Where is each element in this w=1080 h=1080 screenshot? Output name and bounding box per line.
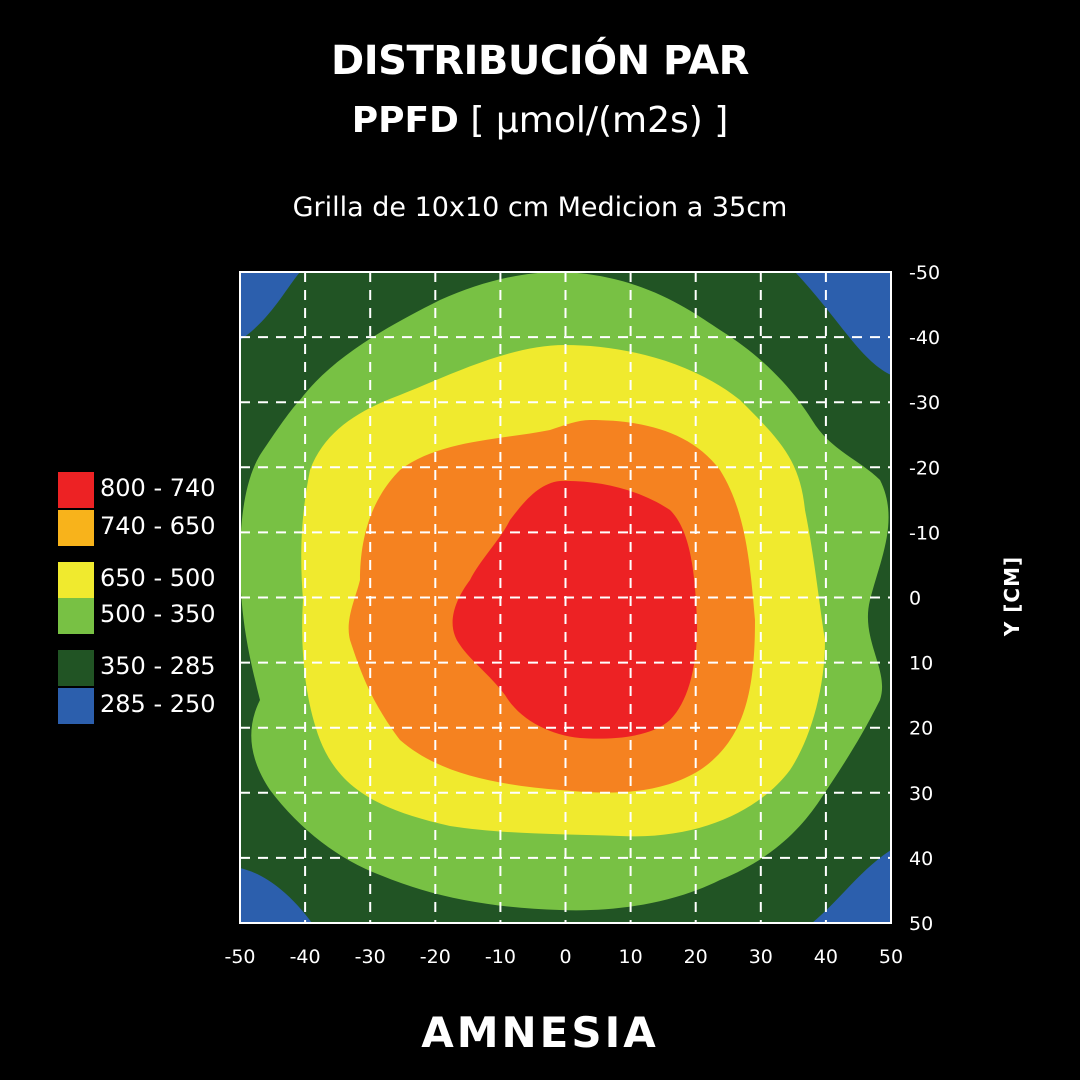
y-tick-label: -10 <box>909 522 940 544</box>
y-tick-label: 50 <box>909 913 933 935</box>
y-tick-label: 30 <box>909 783 933 805</box>
grid-lines <box>240 272 891 923</box>
y-tick-label: 0 <box>909 588 921 610</box>
legend-label: 740 - 650 <box>100 512 216 540</box>
chart-subtitle: Grilla de 10x10 cm Medicion a 35cm <box>292 192 788 223</box>
legend-label: 500 - 350 <box>100 600 216 628</box>
y-axis-ticks: -50 -40 -30 -20 -10 0 10 20 30 40 50 <box>909 262 940 935</box>
chart-title: DISTRIBUCIÓN PAR <box>331 38 749 84</box>
y-tick-label: -50 <box>909 262 940 284</box>
legend-swatch <box>58 688 94 724</box>
y-axis-label: Y [CM] <box>1000 555 1024 637</box>
plot-frame <box>239 271 892 924</box>
y-tick-label: -30 <box>909 392 940 414</box>
legend-item-740-650: 740 - 650 <box>58 510 258 546</box>
heatmap-chart: -50 -40 -30 -20 -10 0 10 20 30 40 50 -50-40-30-20-… <box>224 262 940 968</box>
legend-swatch <box>58 510 94 546</box>
x-tick-label: 10 <box>619 946 643 968</box>
legend-item-800-740: 800 - 740 <box>58 472 258 508</box>
brand-logo: AMNESIA <box>421 1008 659 1057</box>
x-tick-label: -30 <box>355 946 386 968</box>
legend-item-650-500: 650 - 500 <box>58 562 258 598</box>
legend-swatch <box>58 598 94 634</box>
legend-item-500-350: 500 - 350 <box>58 598 258 634</box>
chart-title-line2: PPFD [ µmol/(m2s) ] <box>0 100 1080 141</box>
legend-label: 350 - 285 <box>100 652 216 680</box>
level-red <box>452 480 698 739</box>
x-tick-label: 50 <box>879 946 903 968</box>
legend-label: 650 - 500 <box>100 564 216 592</box>
y-tick-label: 20 <box>909 718 933 740</box>
legend-item-350-285: 350 - 285 <box>58 650 258 686</box>
y-tick-label: 10 <box>909 653 933 675</box>
legend-swatch <box>58 650 94 686</box>
legend-label: 800 - 740 <box>100 474 216 502</box>
x-axis-ticks: -50 -40 -30 -20 -10 0 10 20 30 40 50 <box>224 946 903 968</box>
unit-label: [ µmol/(m2s) ] <box>458 100 729 141</box>
x-tick-label: -20 <box>420 946 451 968</box>
legend-label: 285 - 250 <box>100 690 216 718</box>
y-tick-label: 40 <box>909 848 933 870</box>
x-tick-label: -50 <box>224 946 255 968</box>
y-tick-label: -40 <box>909 327 940 349</box>
x-tick-label: 40 <box>814 946 838 968</box>
x-tick-label: 20 <box>684 946 708 968</box>
y-tick-label: -20 <box>909 457 940 479</box>
ppfd-label: PPFD <box>351 100 459 141</box>
x-tick-label: -40 <box>290 946 321 968</box>
x-tick-label: 30 <box>749 946 773 968</box>
legend-item-285-250: 285 - 250 <box>58 688 258 724</box>
x-tick-label: 0 <box>559 946 571 968</box>
legend-swatch <box>58 472 94 508</box>
legend-swatch <box>58 562 94 598</box>
x-tick-label: -10 <box>485 946 516 968</box>
